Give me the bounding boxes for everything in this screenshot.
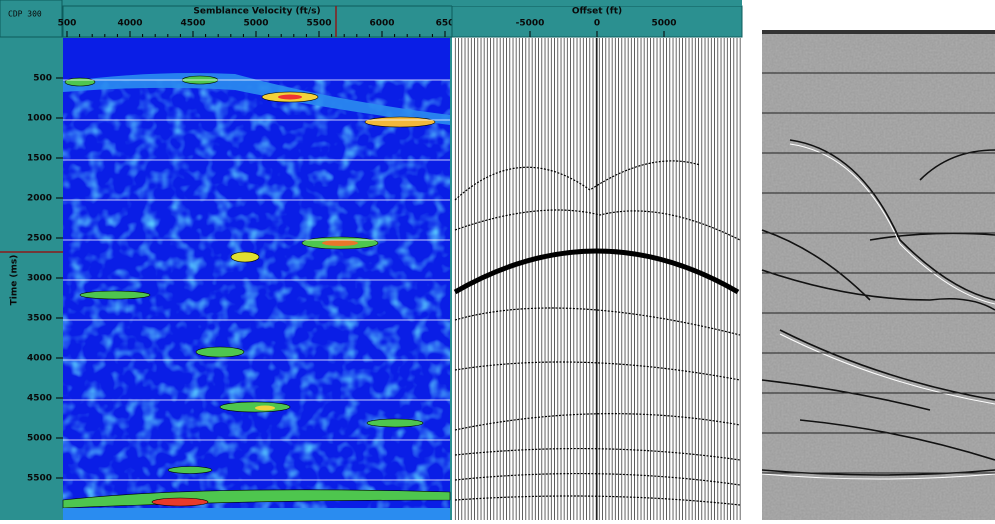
semblance-peak	[255, 405, 275, 411]
cdp-label: CDP 300	[8, 10, 42, 19]
offset-title: Offset (ft)	[572, 7, 622, 17]
image-texture	[762, 30, 995, 520]
x-tick-label: 650	[436, 19, 455, 29]
semblance-peak	[64, 77, 96, 87]
semblance-band	[63, 508, 450, 520]
y-tick-label: 3000	[27, 274, 52, 284]
semblance-peak	[366, 418, 424, 428]
x-tick-label: 6000	[369, 19, 394, 29]
offset-ticks: -5000 0 5000	[516, 19, 677, 37]
y-tick-label: 1000	[27, 114, 52, 124]
semblance-peak	[322, 240, 358, 246]
x-tick-label: -5000	[516, 19, 545, 29]
gather-image	[453, 38, 741, 520]
semblance-peak	[195, 346, 245, 358]
cdp-box	[0, 0, 63, 38]
semblance-peak	[79, 290, 151, 300]
x-tick-label: 4000	[117, 19, 142, 29]
y-tick-label: 5500	[27, 474, 52, 484]
image-top	[762, 30, 995, 34]
migrated-image	[761, 30, 995, 520]
gather-events	[454, 160, 741, 506]
semblance-image	[62, 38, 451, 520]
y-tick-label: 4500	[27, 394, 52, 404]
semblance-header	[62, 5, 453, 38]
semblance-peak	[278, 94, 302, 100]
y-tick-label: 2500	[27, 234, 52, 244]
semblance-peak	[167, 466, 213, 474]
x-tick-label: 500	[58, 19, 77, 29]
y-tick-label: 1500	[27, 154, 52, 164]
y-tick-label: 500	[33, 74, 52, 84]
y-axis-title: Time (ms)	[10, 255, 20, 306]
semblance-peak	[364, 116, 436, 128]
image-time-lines	[762, 72, 995, 474]
x-tick-label: 4500	[180, 19, 205, 29]
semblance-peak	[230, 251, 260, 263]
semblance-peak	[219, 401, 291, 413]
y-tick-label: 5000	[27, 434, 52, 444]
semblance-band	[63, 73, 450, 125]
reflectors-bright	[761, 143, 995, 480]
y-tick-label: 3500	[27, 314, 52, 324]
semblance-title: Semblance Velocity (ft/s)	[193, 7, 320, 17]
offset-frame	[452, 0, 742, 6]
semblance-texture	[63, 80, 450, 520]
semblance-peak	[151, 497, 209, 507]
y-tick-label: 4000	[27, 354, 52, 364]
y-tick-label: 2000	[27, 194, 52, 204]
x-tick-label: 5500	[306, 19, 331, 29]
x-tick-label: 0	[594, 19, 600, 29]
x-tick-label: 5000	[651, 19, 676, 29]
semblance-ticks: 500 4000 4500 5000 5500 6000 650 500 1000 1500 200…	[27, 19, 454, 484]
x-tick-label: 5000	[243, 19, 268, 29]
